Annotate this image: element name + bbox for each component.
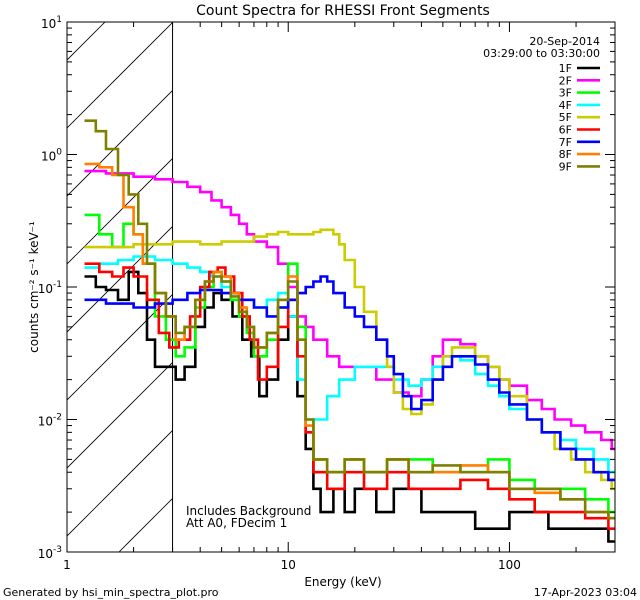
axis-ticks (66, 21, 616, 553)
legend-label-8f: 8F (559, 148, 572, 161)
series-lines (84, 119, 615, 543)
series-line-9f (84, 119, 615, 520)
legend-time-range: 03:29:00 to 03:30:00 (483, 47, 600, 60)
legend-date: 20-Sep-2014 (529, 35, 600, 48)
hatch-line (67, 293, 173, 401)
series-line-7f (84, 275, 615, 482)
y-tick-labels: 10-3 10-2 10-1 100 101 (38, 15, 63, 561)
y-tick-label: 10-2 (38, 413, 62, 429)
legend-label-3f: 3F (559, 87, 572, 100)
y-tick-label: 100 (41, 148, 62, 164)
x-tick-label: 100 (498, 558, 521, 572)
legend-label-4f: 4F (559, 99, 572, 112)
x-tick-labels: 1 10 100 (63, 558, 521, 572)
y-tick-label: 101 (41, 15, 62, 31)
x-axis-label: Energy (keV) (304, 575, 381, 589)
hatch-line (67, 225, 173, 333)
annotation-background: Includes Background (186, 504, 311, 518)
hatch-line (67, 22, 173, 129)
series-line-8f (84, 162, 615, 520)
x-tick-label: 1 (63, 558, 71, 572)
footer-timestamp: 17-Apr-2023 03:04 (534, 586, 637, 599)
legend-label-6f: 6F (559, 124, 572, 137)
y-tick-label: 10-3 (38, 545, 62, 561)
series-line-4f (84, 255, 615, 474)
hatch-line (67, 361, 173, 469)
series-line-6f (84, 262, 615, 530)
footer-generated-by: Generated by hsi_min_spectra_plot.pro (3, 586, 219, 599)
y-tick-label: 10-1 (38, 280, 62, 296)
x-tick-label: 10 (281, 558, 296, 572)
chart-title: Count Spectra for RHESSI Front Segments (196, 3, 490, 19)
hatch-line (187, 0, 640, 552)
legend-label-1f: 1F (559, 62, 572, 75)
legend-label-2f: 2F (559, 74, 572, 87)
y-axis-label: counts cm⁻² s⁻¹ keV⁻¹ (27, 221, 41, 353)
annotation-attenuator: Att A0, FDecim 1 (186, 516, 287, 530)
excluded-region (67, 0, 640, 552)
legend-label-5f: 5F (559, 111, 572, 124)
hatch-line (67, 429, 173, 537)
legend-label-9f: 9F (559, 160, 572, 173)
legend-label-7f: 7F (559, 136, 572, 149)
series-line-1f (84, 270, 615, 543)
series-line-5f (84, 228, 615, 491)
